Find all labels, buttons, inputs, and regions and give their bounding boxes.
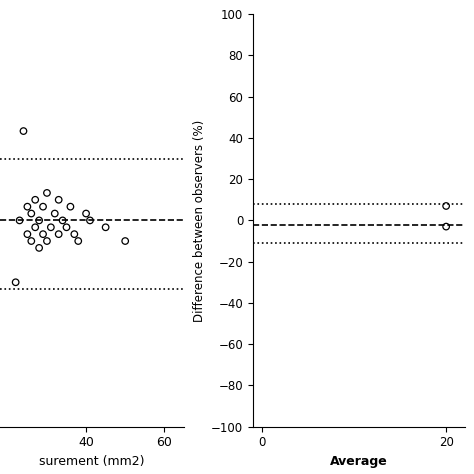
Point bbox=[86, 217, 94, 224]
X-axis label: Average: Average bbox=[330, 455, 388, 468]
Point bbox=[47, 224, 55, 231]
Y-axis label: Difference between observers (%): Difference between observers (%) bbox=[192, 119, 206, 321]
Point bbox=[55, 230, 63, 238]
Point bbox=[36, 244, 43, 252]
Text: B: B bbox=[200, 0, 215, 2]
Point bbox=[12, 278, 19, 286]
Point bbox=[43, 189, 51, 197]
Point bbox=[82, 210, 90, 217]
Point bbox=[55, 196, 63, 204]
Point bbox=[102, 224, 109, 231]
Point bbox=[121, 237, 129, 245]
Point bbox=[27, 237, 35, 245]
Point bbox=[74, 237, 82, 245]
Point bbox=[20, 127, 27, 135]
Point bbox=[24, 230, 31, 238]
Point bbox=[43, 237, 51, 245]
Point bbox=[51, 210, 59, 217]
Point bbox=[442, 202, 450, 210]
Point bbox=[442, 223, 450, 230]
Point bbox=[31, 196, 39, 204]
Point bbox=[63, 224, 70, 231]
Point bbox=[67, 203, 74, 210]
Point bbox=[16, 217, 23, 224]
Point bbox=[71, 230, 78, 238]
X-axis label: surement (mm2): surement (mm2) bbox=[39, 455, 145, 468]
Point bbox=[27, 210, 35, 217]
Point bbox=[24, 203, 31, 210]
Point bbox=[39, 203, 47, 210]
Point bbox=[39, 230, 47, 238]
Point bbox=[31, 224, 39, 231]
Point bbox=[59, 217, 66, 224]
Point bbox=[36, 217, 43, 224]
